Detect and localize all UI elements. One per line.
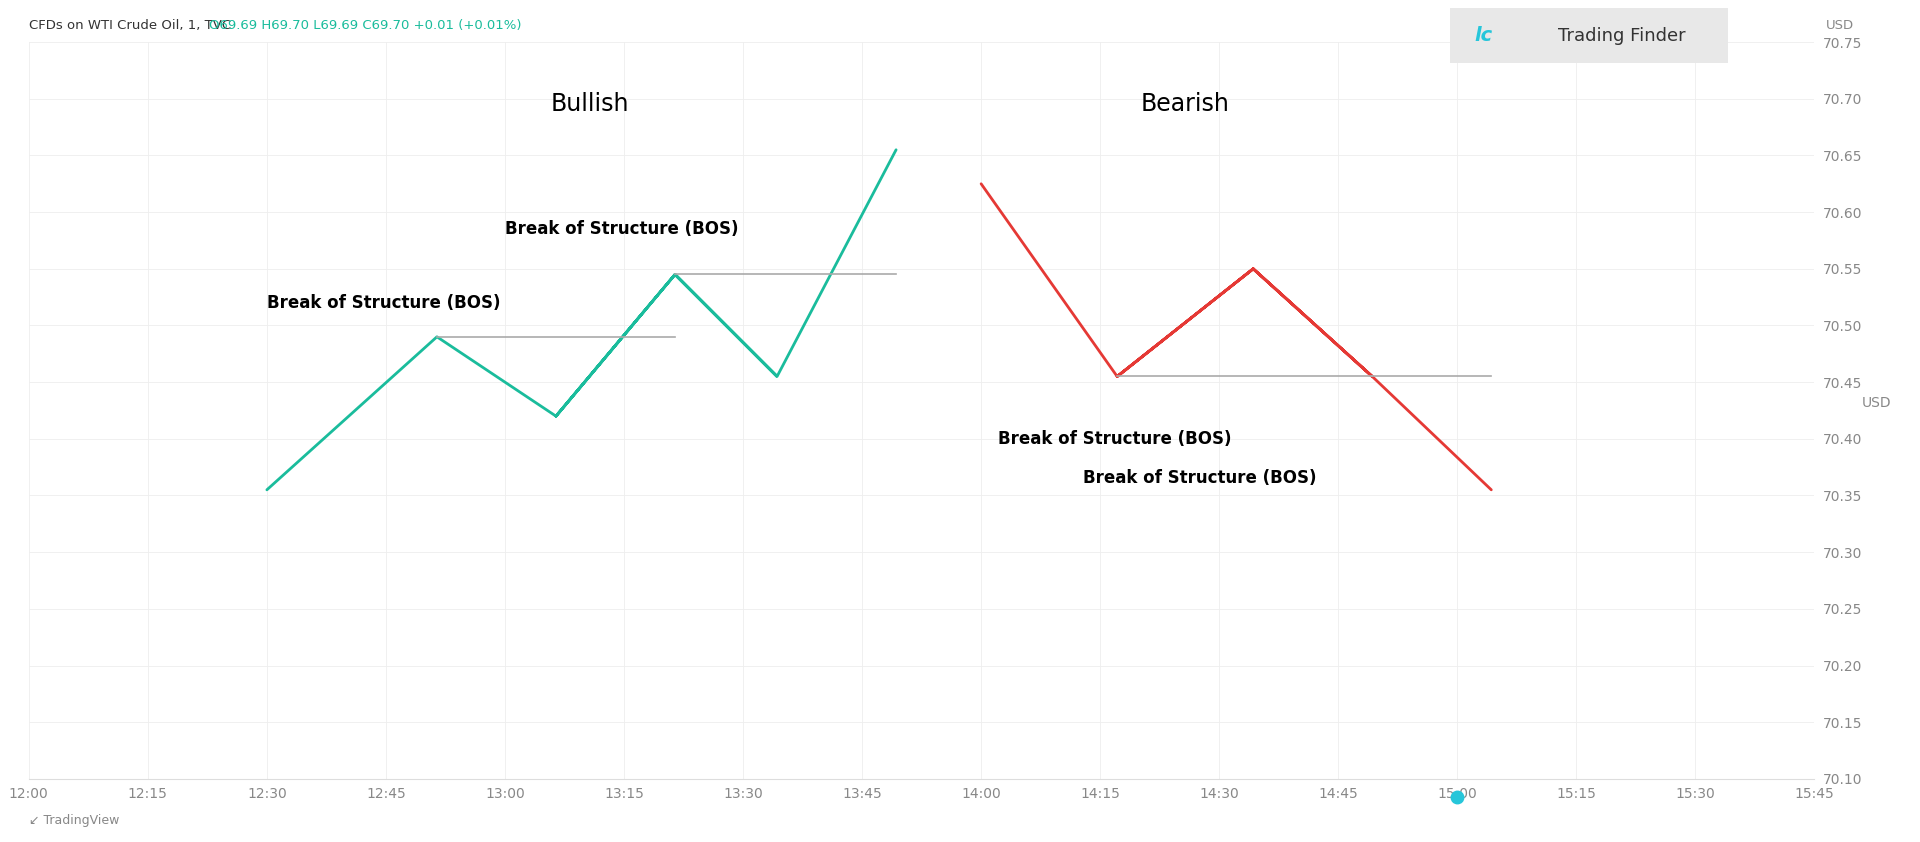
Y-axis label: USD: USD: [1860, 397, 1891, 411]
Text: Break of Structure (BOS): Break of Structure (BOS): [505, 220, 739, 238]
Text: CFDs on WTI Crude Oil, 1, TVC: CFDs on WTI Crude Oil, 1, TVC: [29, 19, 240, 32]
Text: O69.69 H69.70 L69.69 C69.70 +0.01 (+0.01%): O69.69 H69.70 L69.69 C69.70 +0.01 (+0.01…: [209, 19, 522, 32]
FancyBboxPatch shape: [1436, 6, 1741, 66]
Text: Break of Structure (BOS): Break of Structure (BOS): [1083, 470, 1317, 488]
Text: ↙ TradingView: ↙ TradingView: [29, 814, 119, 827]
Text: Bearish: Bearish: [1140, 93, 1229, 116]
Text: Bullish: Bullish: [551, 93, 630, 116]
Text: lc: lc: [1475, 26, 1492, 45]
Text: Trading Finder: Trading Finder: [1559, 27, 1686, 45]
Text: USD: USD: [1826, 19, 1855, 32]
Text: Break of Structure (BOS): Break of Structure (BOS): [267, 294, 501, 312]
Text: Break of Structure (BOS): Break of Structure (BOS): [998, 429, 1231, 448]
